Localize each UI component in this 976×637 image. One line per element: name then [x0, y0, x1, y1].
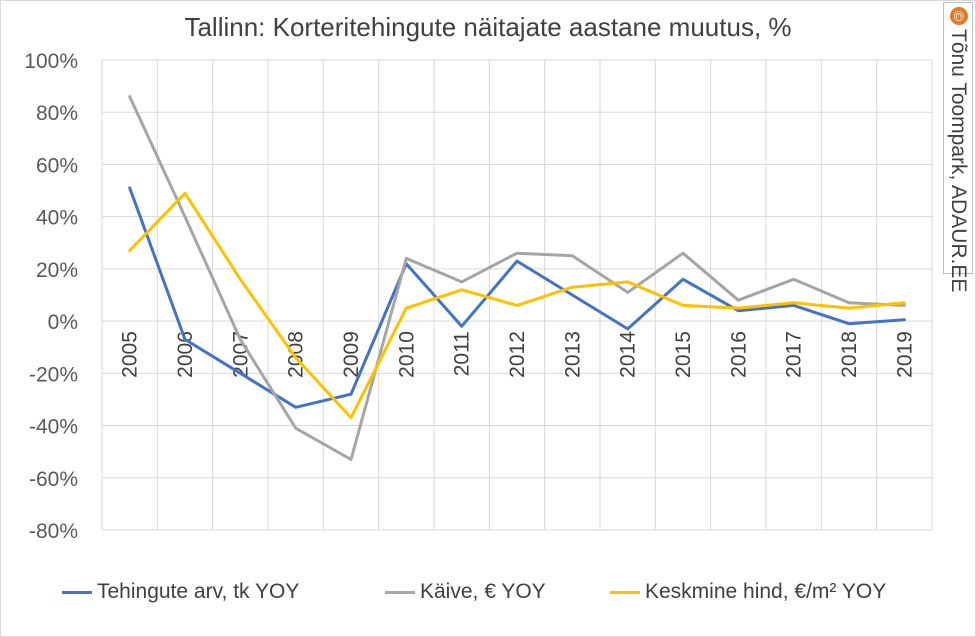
series-line-0 — [128, 186, 906, 409]
watermark: © Tõnu Toompark, ADAUR.EE — [943, 2, 973, 292]
x-tick-label: 2011 — [451, 331, 474, 376]
x-tick-label: 2017 — [783, 331, 806, 378]
chart-title: Tallinn: Korteritehingute näitajate aast… — [184, 12, 792, 42]
legend-item-tehingute: Tehingute arv, tk YOY — [62, 580, 299, 604]
y-tick-label: 80% — [36, 102, 78, 125]
x-tick-label: 2016 — [727, 331, 750, 378]
x-tick-label: 2008 — [285, 331, 308, 378]
y-tick-label: -40% — [29, 416, 78, 439]
series-layer — [128, 95, 906, 461]
watermark-text: © Tõnu Toompark, ADAUR.EE — [946, 7, 970, 292]
x-tick-label: 2019 — [893, 331, 916, 378]
x-axis-ticks: 2005 2006 2007 2008 2009 2010 2011 2012 2013 2014… — [119, 331, 917, 378]
legend-item-keskmine: Keskmine hind, €/m² YOY — [610, 580, 886, 604]
x-tick-label: 2012 — [506, 331, 529, 378]
legend-swatch-yellow — [610, 590, 640, 594]
legend-swatch-gray — [385, 590, 415, 594]
y-tick-label: 20% — [36, 259, 78, 282]
legend-label: Käive, € YOY — [420, 580, 546, 603]
x-tick-label: 2010 — [395, 331, 418, 378]
y-tick-label: 60% — [36, 154, 78, 177]
x-tick-label: 2013 — [561, 331, 584, 378]
legend-swatch-blue — [62, 590, 92, 594]
legend-label: Keskmine hind, €/m² YOY — [645, 580, 887, 603]
y-axis-ticks: 100% 80% 60% 40% 20% 0% -20% -40% -60% -80% — [24, 50, 78, 543]
x-tick-label: 2018 — [838, 331, 861, 378]
series-line-1 — [128, 95, 906, 461]
legend-item-kaive: Käive, € YOY — [385, 580, 546, 604]
legend-label: Tehingute arv, tk YOY — [97, 580, 300, 603]
x-tick-label: 2009 — [340, 331, 363, 378]
series-line-2 — [128, 191, 906, 420]
grid-layer — [101, 59, 933, 531]
x-tick-label: 2015 — [672, 331, 695, 378]
x-tick-label: 2005 — [119, 331, 142, 378]
y-tick-label: 100% — [24, 50, 78, 73]
x-tick-label: 2007 — [229, 331, 252, 378]
x-tick-label: 2014 — [617, 331, 640, 378]
y-tick-label: 40% — [36, 207, 78, 230]
watermark-label: Tõnu Toompark, ADAUR.EE — [947, 29, 970, 293]
y-tick-label: -80% — [29, 520, 78, 543]
y-tick-label: 0% — [48, 311, 78, 334]
y-tick-label: -20% — [29, 363, 78, 386]
copyright-icon: © — [950, 7, 968, 25]
y-tick-label: -60% — [29, 468, 78, 491]
